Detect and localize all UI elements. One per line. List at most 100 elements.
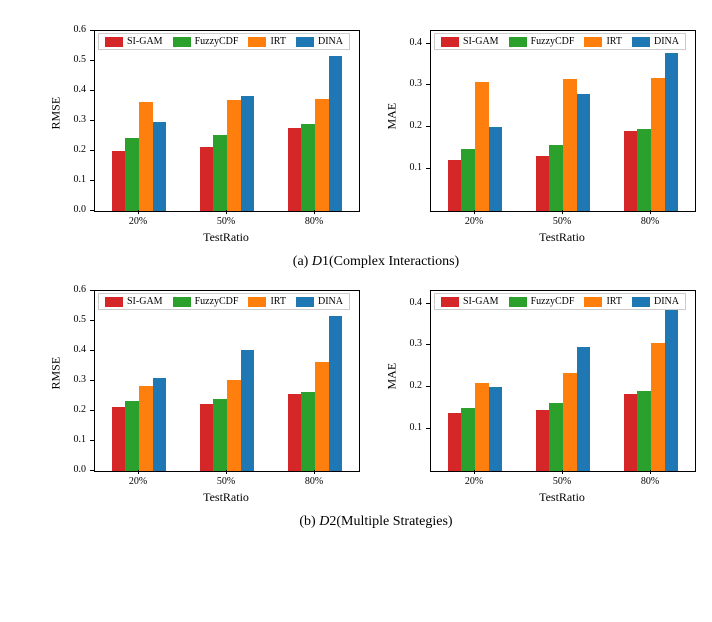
bar bbox=[448, 413, 462, 471]
y-tick-label: 0.5 bbox=[48, 314, 86, 325]
bar bbox=[112, 151, 126, 211]
bar bbox=[288, 128, 302, 211]
plot-area bbox=[94, 30, 360, 212]
legend-item: IRT bbox=[584, 36, 622, 47]
legend-swatch bbox=[173, 37, 191, 47]
legend-swatch bbox=[584, 37, 602, 47]
bar bbox=[227, 100, 241, 211]
legend-swatch bbox=[296, 37, 314, 47]
x-tick-label: 80% bbox=[630, 216, 670, 227]
legend-swatch bbox=[584, 297, 602, 307]
legend-item: FuzzyCDF bbox=[509, 36, 575, 47]
subfigure-caption: (a) D1(Complex Interactions) bbox=[20, 254, 712, 270]
panel-row: 0.00.10.20.30.40.50.620%50%80%RMSETestRa… bbox=[20, 20, 712, 250]
legend-swatch bbox=[296, 297, 314, 307]
y-axis-label: MAE bbox=[385, 370, 400, 390]
legend-item: SI-GAM bbox=[105, 36, 163, 47]
legend: SI-GAM FuzzyCDF IRT DINA bbox=[98, 33, 350, 50]
bar bbox=[329, 56, 343, 211]
x-axis-label: TestRatio bbox=[430, 490, 694, 505]
bar bbox=[213, 399, 227, 471]
legend-swatch bbox=[441, 297, 459, 307]
legend: SI-GAM FuzzyCDF IRT DINA bbox=[434, 293, 686, 310]
plot-area bbox=[430, 290, 696, 472]
x-tick-label: 20% bbox=[118, 476, 158, 487]
plot-area bbox=[94, 290, 360, 472]
y-tick-label: 0.1 bbox=[384, 422, 422, 433]
legend-item: SI-GAM bbox=[441, 36, 499, 47]
bar bbox=[563, 79, 577, 211]
legend-swatch bbox=[173, 297, 191, 307]
y-axis-label: MAE bbox=[385, 110, 400, 130]
legend-label: FuzzyCDF bbox=[195, 36, 239, 47]
y-tick-label: 0.4 bbox=[48, 84, 86, 95]
legend-swatch bbox=[632, 37, 650, 47]
x-tick-label: 20% bbox=[454, 216, 494, 227]
panel-row: 0.00.10.20.30.40.50.620%50%80%RMSETestRa… bbox=[20, 280, 712, 510]
legend-label: SI-GAM bbox=[463, 36, 499, 47]
x-tick-label: 20% bbox=[118, 216, 158, 227]
legend-label: IRT bbox=[270, 36, 286, 47]
legend-item: SI-GAM bbox=[441, 296, 499, 307]
legend-swatch bbox=[509, 297, 527, 307]
bar bbox=[213, 135, 227, 211]
legend-item: DINA bbox=[296, 296, 343, 307]
bar bbox=[577, 94, 591, 211]
legend-item: FuzzyCDF bbox=[173, 296, 239, 307]
legend-item: DINA bbox=[632, 296, 679, 307]
x-tick-label: 80% bbox=[294, 476, 334, 487]
bar bbox=[301, 124, 315, 211]
bar bbox=[200, 404, 214, 471]
bar bbox=[624, 131, 638, 211]
subfigure-caption: (b) D2(Multiple Strategies) bbox=[20, 514, 712, 530]
bar bbox=[536, 156, 550, 211]
x-tick-label: 50% bbox=[542, 476, 582, 487]
x-tick-label: 50% bbox=[206, 476, 246, 487]
legend-swatch bbox=[105, 37, 123, 47]
bar bbox=[125, 138, 139, 212]
bar bbox=[329, 316, 343, 471]
y-tick-label: 0.1 bbox=[48, 174, 86, 185]
legend-item: IRT bbox=[248, 36, 286, 47]
bar bbox=[139, 102, 153, 211]
legend-swatch bbox=[248, 297, 266, 307]
bar bbox=[637, 391, 651, 471]
bar bbox=[461, 408, 475, 471]
legend-label: IRT bbox=[606, 296, 622, 307]
bar bbox=[624, 394, 638, 471]
x-tick-label: 80% bbox=[630, 476, 670, 487]
bar bbox=[461, 149, 475, 211]
x-tick-label: 50% bbox=[542, 216, 582, 227]
legend-item: DINA bbox=[296, 36, 343, 47]
x-axis-label: TestRatio bbox=[94, 230, 358, 245]
bar bbox=[315, 99, 329, 212]
bar bbox=[651, 343, 665, 471]
legend-label: SI-GAM bbox=[127, 36, 163, 47]
chart-panel: 0.00.10.20.30.40.50.620%50%80%RMSETestRa… bbox=[48, 20, 368, 250]
bar bbox=[665, 53, 679, 211]
legend-item: DINA bbox=[632, 36, 679, 47]
legend-label: FuzzyCDF bbox=[531, 296, 575, 307]
y-tick-label: 0.5 bbox=[48, 54, 86, 65]
y-tick-label: 0.4 bbox=[384, 297, 422, 308]
plot-area bbox=[430, 30, 696, 212]
y-tick-label: 0.3 bbox=[384, 338, 422, 349]
legend-item: SI-GAM bbox=[105, 296, 163, 307]
y-tick-label: 0.0 bbox=[48, 204, 86, 215]
bar bbox=[301, 392, 315, 472]
chart-panel: 0.10.20.30.420%50%80%MAETestRatioSI-GAMF… bbox=[384, 20, 704, 250]
y-tick-label: 0.4 bbox=[48, 344, 86, 355]
bar bbox=[241, 350, 255, 471]
bar bbox=[448, 160, 462, 211]
x-tick-label: 50% bbox=[206, 216, 246, 227]
chart-panel: 0.10.20.30.420%50%80%MAETestRatioSI-GAMF… bbox=[384, 280, 704, 510]
legend-label: DINA bbox=[318, 296, 343, 307]
x-tick-label: 80% bbox=[294, 216, 334, 227]
bar bbox=[577, 347, 591, 471]
legend-label: DINA bbox=[318, 36, 343, 47]
bar bbox=[549, 403, 563, 471]
legend-label: FuzzyCDF bbox=[195, 296, 239, 307]
y-tick-label: 0.1 bbox=[48, 434, 86, 445]
legend-label: DINA bbox=[654, 36, 679, 47]
y-tick-label: 0.3 bbox=[384, 78, 422, 89]
